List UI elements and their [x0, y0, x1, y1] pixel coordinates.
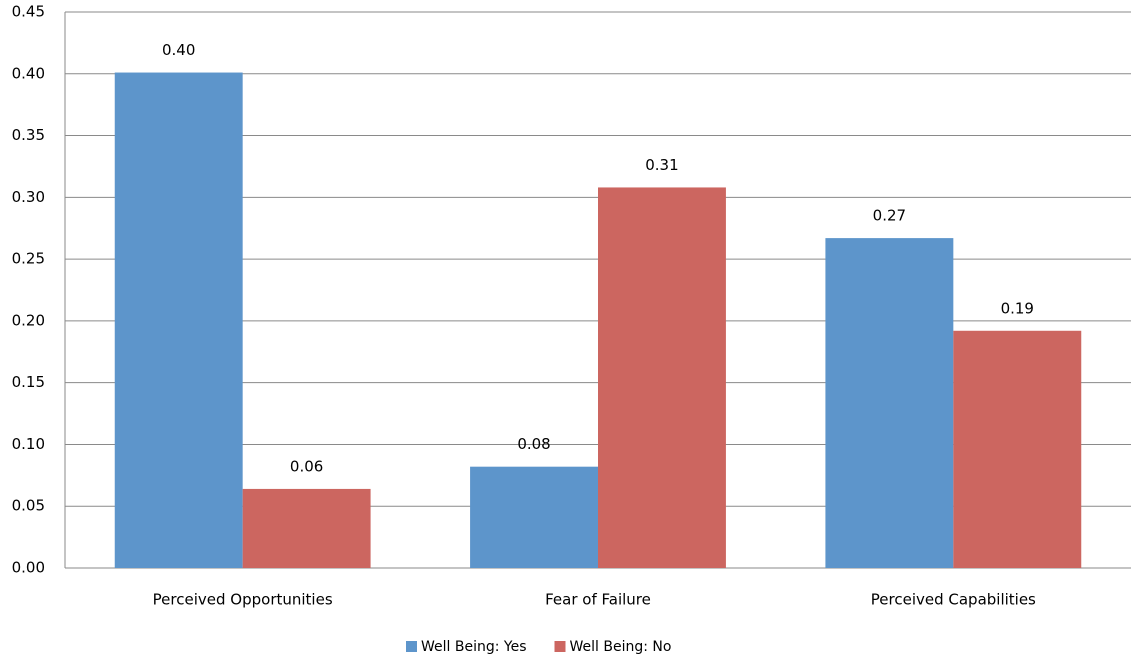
legend-label: Well Being: Yes	[421, 639, 527, 655]
bar	[825, 238, 954, 568]
y-tick-label: 0.10	[12, 435, 45, 453]
y-tick-label: 0.05	[12, 497, 45, 515]
data-label: 0.06	[290, 457, 323, 475]
y-tick-label: 0.45	[12, 3, 45, 21]
y-tick-label: 0.20	[12, 311, 45, 329]
x-tick-label: Perceived Capabilities	[871, 591, 1036, 609]
x-tick-label: Fear of Failure	[545, 591, 651, 609]
bar	[598, 187, 726, 568]
bar	[114, 72, 243, 568]
data-label: 0.31	[645, 156, 678, 174]
bar	[242, 488, 371, 568]
data-label: 0.27	[873, 207, 906, 225]
bar	[470, 466, 598, 568]
legend-label: Well Being: No	[570, 639, 672, 655]
legend-swatch	[554, 641, 566, 652]
bar	[953, 330, 1082, 568]
y-tick-label: 0.15	[12, 373, 45, 391]
y-tick-label: 0.35	[12, 126, 45, 144]
data-label: 0.19	[1001, 299, 1034, 317]
data-label: 0.08	[517, 435, 550, 453]
data-label: 0.40	[162, 41, 195, 59]
y-tick-label: 0.30	[12, 188, 45, 206]
legend-swatch	[406, 641, 417, 652]
x-tick-label: Perceived Opportunities	[153, 591, 333, 609]
y-tick-label: 0.40	[12, 64, 45, 82]
y-tick-label: 0.00	[12, 559, 45, 577]
y-tick-label: 0.25	[12, 250, 45, 268]
